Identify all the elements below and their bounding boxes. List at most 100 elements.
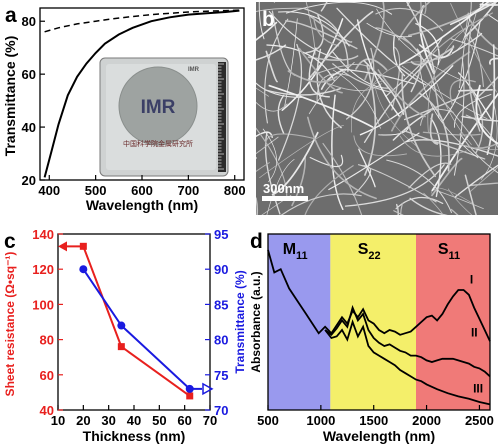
band-m11 [268,234,331,410]
nanotube-bundle [395,196,444,210]
y-tick-label: 40 [22,120,36,135]
x-tick-label: 2000 [412,413,441,428]
nanotube-bundle [398,2,490,66]
x-tick-label: 20 [76,413,90,428]
panel-d-xlabel: Wavelength (nm) [323,428,435,444]
panel-c-letter: c [4,230,16,253]
nanotube-bundle [397,2,431,41]
scale-bar-label: 300nm [263,181,304,196]
data-point-square [117,343,125,351]
nanotube-bundle [449,37,498,57]
y-tick-label-left: 100 [32,297,54,312]
inset-logo: IMR [141,97,176,118]
nanotube-bundle [256,7,305,12]
nanotube-bundle [468,182,498,187]
nanotube-bundle [465,114,498,149]
x-tick-label: 10 [51,413,65,428]
y-tick-label: 20 [22,173,36,188]
nanotube-bundle [376,8,464,82]
nanotube-bundle [468,86,484,154]
nanotube-bundle [358,148,376,188]
nanotube-bundle [418,92,450,172]
x-tick-label: 1500 [359,413,388,428]
nanotube-bundle [256,44,287,61]
x-tick-label: 800 [224,183,246,198]
nanotube-bundle [452,32,483,54]
nanotube-bundle [420,108,454,126]
nanotube-bundle [415,23,440,66]
nanotube-bundle [364,2,385,81]
red-axis-arrowhead [58,241,67,252]
nanotube-bundle [457,88,493,92]
x-tick-label: 600 [131,183,153,198]
nanotube-bundle [464,2,498,38]
blue-axis-arrowhead [202,382,214,396]
nanotube-bundle [277,11,350,47]
nanotube-bundle [391,51,471,132]
nanotube-bundle [392,110,431,141]
data-point-circle [117,321,126,330]
nanotube-bundle [266,159,295,215]
nanotube-bundle [469,166,498,193]
nanotube-bundle [474,141,498,149]
nanotube-bundle [447,188,473,215]
inset-caption: 中国科学院金属研究所 [123,139,193,148]
nanotube-bundle [266,44,335,81]
nanotube-bundle [353,135,408,157]
nanotube-bundle [366,22,413,38]
x-tick-label: 50 [152,413,166,428]
nanotube-bundle [441,20,481,123]
nanotube-bundle [310,63,368,77]
y-tick-label-right: 85 [214,297,228,312]
inset-corner-logo: IMR [188,67,200,73]
panel-d-plot-frame [267,233,491,411]
nanotube-bundle [344,164,445,207]
inset-film-disc [118,66,198,146]
panel-c-ylabel-right: Transmittance (%) [233,270,247,373]
nanotube-bundle [418,44,455,58]
nanotube-bundle [268,10,343,61]
panel-c-xlabel: Thickness (nm) [83,428,186,444]
nanotube-bundle [454,164,498,198]
y-tick-label-left: 40 [40,403,54,418]
nanotube-bundle [265,133,315,145]
nanotube-bundle [262,128,277,183]
nanotube-bundle [328,83,382,92]
nanotube-bundle [430,117,442,198]
band-label-subscript: 11 [296,250,308,262]
nanotube-bundle [258,2,265,40]
panel-c-plot-frame [57,233,211,411]
nanotube-bundle [475,84,498,145]
nanotube-bundle [459,133,498,174]
nanotube-bundle [322,142,363,215]
scale-bar [262,196,308,201]
series-label: II [471,325,478,339]
nanotube-bundle [316,73,351,102]
y-tick-label-left: 140 [32,227,54,242]
nanotube-bundle [309,154,344,168]
nanotube-bundle [359,65,454,136]
nanotube-bundle [307,14,353,43]
panel-a-marks: 400 500 600 700 800 20 40 60 80 [22,9,246,198]
nanotube-bundle [401,65,488,120]
nanotube-bundle [271,131,319,196]
nanotube-bundle [357,164,437,203]
nanotube-bundle [375,27,411,44]
nanotube-bundle [264,18,289,124]
y-tick-label-left: 80 [40,333,54,348]
nanotube-bundle [427,26,469,133]
nanotube-bundle [405,2,436,74]
nanotube-bundle [474,76,498,101]
nanotube-bundle [287,70,338,83]
nanotube-bundle [395,203,399,215]
nanotube-bundle [435,13,477,60]
x-tick-label: 40 [127,413,141,428]
panel-a-letter: a [5,4,17,27]
nanotube-bundle [418,12,493,75]
nanotube-bundle [409,197,449,215]
nanotube-bundle [277,94,285,135]
nanotube-bundle [256,21,278,41]
nanotube-bundle [268,84,374,128]
nanotube-bundle [375,7,444,32]
